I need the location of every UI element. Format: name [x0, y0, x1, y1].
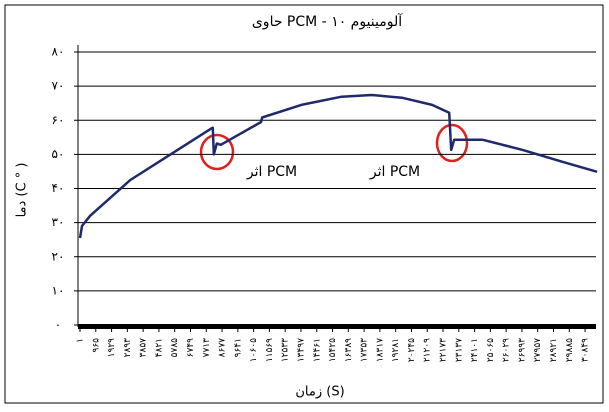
annotation: اثر PCM — [369, 164, 420, 180]
x-axis-label: زمان (S) — [295, 385, 344, 400]
x-tick-label: ۱۸۳۱۷ — [375, 338, 385, 362]
x-tick-label: ۱۵۴۲۵ — [328, 338, 338, 362]
highlight-circle — [199, 133, 235, 171]
x-axis — [78, 324, 596, 329]
x-tick-label: ۱۷۳۵۳ — [360, 338, 370, 362]
x-tick-label: ۲۳۱۳۷ — [454, 338, 464, 362]
x-tick-label: ۱۱۵۶۹ — [265, 338, 275, 362]
x-tick-label: ۱ — [76, 338, 86, 343]
x-tick-label: ۱۳۴۹۷ — [296, 338, 306, 362]
x-tick-label: ۲۷۹۵۷ — [533, 338, 543, 362]
x-tick-label: ۸۶۷۷ — [218, 338, 228, 358]
x-tick-label: ۱۰۶۰۵ — [249, 338, 259, 362]
x-tick-label: ۲۶۹۹۳ — [517, 338, 527, 362]
x-tick-label: ۵۷۸۵ — [170, 338, 180, 358]
x-tick-label: ۲۴۱۰۱ — [470, 338, 480, 362]
x-tick-label: ۲۲۱۷۳ — [439, 338, 449, 362]
x-tick-label: ۲۸۹۲۱ — [549, 338, 559, 362]
x-tick-label: ۷۷۱۳ — [202, 338, 212, 358]
y-tick-label: ۴۰ — [52, 181, 65, 195]
x-tick-label: ۱۴۴۶۱ — [312, 338, 322, 362]
x-tick-label: ۴۸۲۱ — [154, 338, 164, 357]
highlight-circle — [435, 123, 469, 163]
data-line — [78, 93, 598, 239]
x-tick-label: ۲۶۰۲۹ — [502, 338, 512, 362]
x-tick-label: ۳۰۸۴۹ — [581, 338, 591, 362]
y-tick-label: ۲۰ — [52, 249, 65, 263]
y-tick-label: ۱۰ — [52, 283, 65, 297]
x-tick-label: ۱۹۲۸۱ — [391, 338, 401, 362]
y-tick-label: ۳۰ — [52, 215, 65, 229]
x-tick-label: ۲۹۸۸۵ — [565, 338, 575, 362]
y-tick-label: ۶۰ — [52, 113, 65, 127]
x-tick-label: ۱۹۲۹ — [107, 338, 117, 358]
y-tick-label: ۵۰ — [52, 147, 65, 161]
chart-title: حاوی PCM - آلومینیوم ۱۰ — [252, 13, 403, 30]
x-tick-label: ۱۲۵۳۳ — [281, 338, 291, 362]
x-tick-label: ۹۶۴۱ — [233, 338, 243, 357]
x-tick-label: ۲۱۲۰۹ — [423, 338, 433, 362]
y-tick-label: ۷۰ — [52, 79, 65, 93]
x-tick-label: ۹۶۵ — [91, 338, 101, 353]
x-tick-label: ۱۶۳۸۹ — [344, 338, 354, 362]
x-tick-label: ۲۵۰۶۵ — [486, 338, 496, 362]
x-tick-label: ۲۸۹۳ — [123, 338, 133, 358]
x-tick-label: ۶۷۴۹ — [186, 338, 196, 358]
y-tick-label: ۰ — [55, 318, 61, 332]
annotation: اثر PCM — [246, 164, 297, 180]
y-tick-label: ۸۰ — [52, 45, 65, 59]
x-tick-label: ۳۸۵۷ — [139, 338, 149, 358]
y-axis-label: دما (C ° ) — [15, 163, 30, 218]
x-tick-label: ۲۰۲۴۵ — [407, 338, 417, 362]
